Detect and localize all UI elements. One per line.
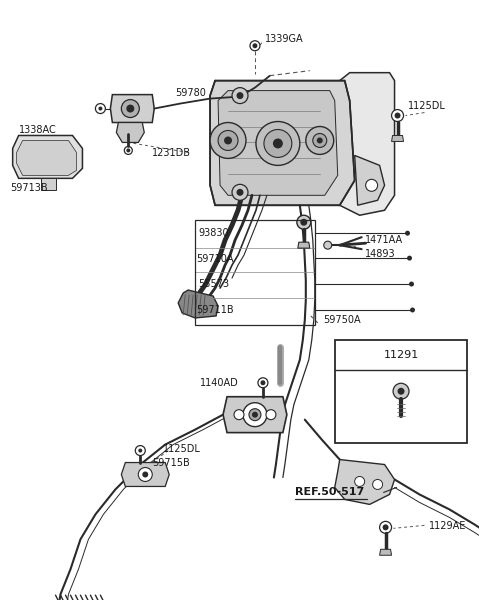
Circle shape [393,383,409,399]
Circle shape [372,480,383,489]
Text: 59710A: 59710A [196,254,234,264]
Circle shape [96,103,106,114]
Text: 59711B: 59711B [196,305,234,315]
Polygon shape [223,397,287,433]
Text: 11291: 11291 [384,350,419,360]
Polygon shape [210,81,355,206]
Circle shape [234,410,244,419]
Circle shape [317,138,323,144]
Polygon shape [116,123,144,142]
Circle shape [383,524,389,530]
Circle shape [126,105,134,112]
Text: 59750A: 59750A [323,315,360,325]
Circle shape [138,468,152,481]
Circle shape [98,106,102,111]
Circle shape [407,255,412,261]
Circle shape [210,123,246,159]
Text: 93830: 93830 [198,228,229,238]
Text: 14893: 14893 [365,249,395,259]
Circle shape [397,388,405,395]
Circle shape [366,179,378,191]
Text: 1339GA: 1339GA [265,34,303,44]
Text: 59715B: 59715B [152,457,190,468]
Circle shape [395,112,400,118]
Polygon shape [335,460,395,504]
Circle shape [224,136,232,144]
Circle shape [380,521,392,533]
Circle shape [124,147,132,154]
Circle shape [250,41,260,50]
Polygon shape [218,91,338,195]
Circle shape [324,241,332,249]
Polygon shape [178,290,218,318]
Polygon shape [110,94,154,123]
Text: 1231DB: 1231DB [152,148,191,159]
Circle shape [121,100,139,118]
Polygon shape [380,549,392,555]
Circle shape [237,189,243,196]
Circle shape [249,409,261,421]
Circle shape [258,378,268,388]
Circle shape [313,133,327,147]
Text: 55573: 55573 [198,279,229,289]
Circle shape [135,445,145,456]
Polygon shape [41,178,56,191]
Text: 1125DL: 1125DL [408,100,445,111]
Polygon shape [355,156,384,206]
Text: 1129AE: 1129AE [430,521,467,531]
Circle shape [409,281,414,287]
Circle shape [261,380,265,385]
Text: 59780: 59780 [175,88,206,97]
Circle shape [306,126,334,154]
Circle shape [126,148,130,153]
Circle shape [256,121,300,165]
Circle shape [410,308,415,313]
Polygon shape [17,141,76,175]
Circle shape [273,138,283,148]
Circle shape [232,185,248,200]
Circle shape [218,130,238,150]
Polygon shape [121,463,169,486]
Circle shape [405,231,410,236]
Circle shape [243,403,267,427]
Text: 59713B: 59713B [11,183,48,194]
Circle shape [252,412,258,418]
Circle shape [355,477,365,486]
Circle shape [392,109,404,121]
Text: 1471AA: 1471AA [365,235,403,245]
Polygon shape [298,242,310,248]
Bar [195,220,315,325]
Text: 1125DL: 1125DL [163,444,201,454]
Circle shape [297,215,311,229]
Circle shape [237,92,243,99]
Polygon shape [335,73,395,215]
Circle shape [300,219,307,226]
Circle shape [138,448,142,453]
Circle shape [142,472,148,477]
Polygon shape [392,135,404,141]
Text: 1140AD: 1140AD [200,378,239,388]
Circle shape [252,43,257,48]
Circle shape [232,88,248,103]
Circle shape [266,410,276,419]
Polygon shape [12,135,83,178]
Circle shape [264,129,292,157]
Bar [335,340,468,442]
Circle shape [236,93,244,100]
Text: REF.50-517: REF.50-517 [295,487,364,498]
Text: 1338AC: 1338AC [19,126,56,135]
